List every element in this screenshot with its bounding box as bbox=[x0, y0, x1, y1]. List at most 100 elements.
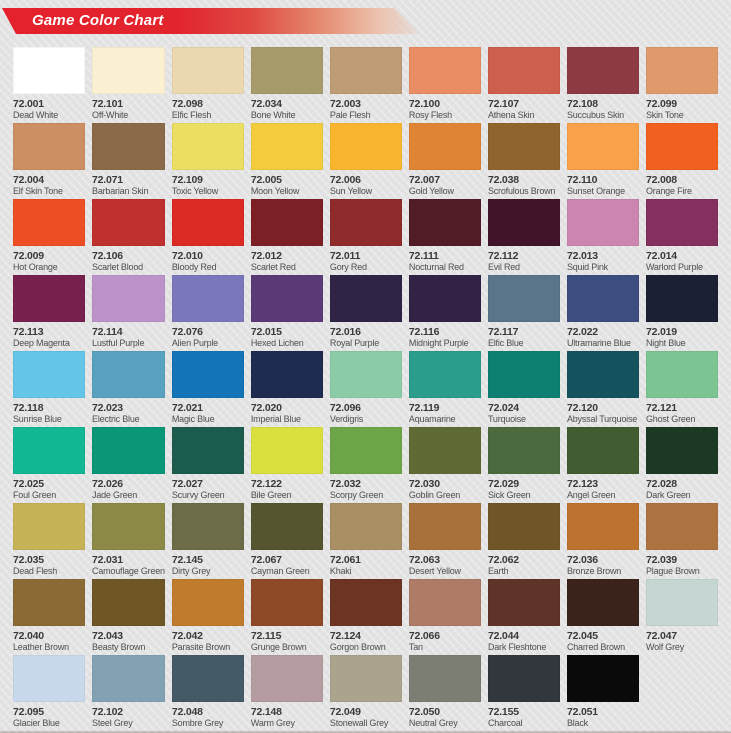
swatch-name: Ultramarine Blue bbox=[566, 338, 631, 349]
swatch-cell: 72.076 Alien Purple bbox=[171, 275, 244, 351]
swatch-cell: 72.014 Warlord Purple bbox=[645, 199, 718, 275]
swatch-code: 72.008 bbox=[645, 174, 677, 186]
swatch-code: 72.031 bbox=[92, 554, 123, 566]
color-swatch bbox=[92, 427, 165, 474]
swatch-name: Bloody Red bbox=[171, 262, 217, 273]
color-swatch bbox=[329, 655, 402, 702]
color-swatch bbox=[408, 275, 481, 322]
swatch-code: 72.117 bbox=[487, 326, 519, 338]
color-swatch bbox=[250, 655, 323, 702]
swatch-name: Camouflage Green bbox=[92, 566, 165, 577]
swatch-name: Magic Blue bbox=[171, 414, 215, 425]
swatch-name: Moon Yellow bbox=[250, 186, 300, 197]
swatch-cell: 72.111 Nocturnal Red bbox=[408, 199, 481, 275]
swatch-cell: 72.001 Dead White bbox=[13, 47, 86, 123]
color-swatch bbox=[329, 427, 402, 474]
color-swatch bbox=[487, 579, 560, 626]
swatch-cell: 72.051 Black bbox=[566, 655, 639, 731]
color-swatch bbox=[408, 427, 481, 474]
color-swatch bbox=[645, 351, 718, 398]
color-swatch bbox=[250, 199, 323, 246]
swatch-cell: 72.026 Jade Green bbox=[92, 427, 165, 503]
swatch-code: 72.010 bbox=[171, 250, 203, 262]
swatch-code: 72.063 bbox=[408, 554, 440, 566]
swatch-code: 72.062 bbox=[487, 554, 519, 566]
swatch-code: 72.101 bbox=[92, 98, 123, 110]
swatch-name: Wolf Grey bbox=[645, 642, 685, 653]
color-swatch bbox=[566, 579, 639, 626]
color-swatch bbox=[329, 579, 402, 626]
swatch-name: Neutral Grey bbox=[408, 718, 458, 729]
swatch-name: Elf Skin Tone bbox=[13, 186, 63, 197]
color-swatch bbox=[171, 199, 244, 246]
swatch-cell: 72.067 Cayman Green bbox=[250, 503, 323, 579]
color-swatch bbox=[645, 579, 718, 626]
swatch-name: Bile Green bbox=[250, 490, 292, 501]
swatch-name: Hexed Lichen bbox=[250, 338, 304, 349]
swatch-code: 72.100 bbox=[408, 98, 440, 110]
swatch-code: 72.019 bbox=[645, 326, 677, 338]
swatch-name: Nocturnal Red bbox=[408, 262, 464, 273]
swatch-code: 72.096 bbox=[329, 402, 361, 414]
swatch-code: 72.110 bbox=[566, 174, 598, 186]
swatch-cell: 72.098 Elfic Flesh bbox=[171, 47, 244, 123]
color-swatch bbox=[92, 275, 165, 322]
swatch-name: Stonewall Grey bbox=[329, 718, 389, 729]
swatch-code: 72.003 bbox=[329, 98, 361, 110]
swatch-name: Dead Flesh bbox=[13, 566, 58, 577]
color-swatch bbox=[408, 579, 481, 626]
swatch-cell: 72.048 Sombre Grey bbox=[171, 655, 244, 731]
color-swatch bbox=[13, 199, 86, 246]
color-swatch bbox=[92, 123, 165, 170]
swatch-name: Midnight Purple bbox=[408, 338, 469, 349]
swatch-name: Evil Red bbox=[487, 262, 520, 273]
color-swatch bbox=[171, 47, 244, 94]
swatch-code: 72.121 bbox=[645, 402, 677, 414]
color-swatch bbox=[250, 47, 323, 94]
swatch-name: Leather Brown bbox=[13, 642, 69, 653]
swatch-cell: 72.100 Rosy Flesh bbox=[408, 47, 481, 123]
color-swatch bbox=[408, 199, 481, 246]
swatch-name: Lustful Purple bbox=[92, 338, 145, 349]
color-swatch bbox=[250, 579, 323, 626]
swatch-code: 72.029 bbox=[487, 478, 519, 490]
swatch-cell: 72.027 Scurvy Green bbox=[171, 427, 244, 503]
swatch-name: Royal Purple bbox=[329, 338, 380, 349]
swatch-cell: 72.066 Tan bbox=[408, 579, 481, 655]
color-swatch bbox=[13, 579, 86, 626]
swatch-cell: 72.007 Gold Yellow bbox=[408, 123, 481, 199]
swatch-code: 72.071 bbox=[92, 174, 123, 186]
swatch-name: Imperial Blue bbox=[250, 414, 301, 425]
swatch-name: Bone White bbox=[250, 110, 296, 121]
swatch-name: Gorgon Brown bbox=[329, 642, 386, 653]
swatch-code: 72.124 bbox=[329, 630, 361, 642]
swatch-cell: 72.013 Squid Pink bbox=[566, 199, 639, 275]
color-swatch bbox=[13, 275, 86, 322]
swatch-cell: 72.025 Foul Green bbox=[13, 427, 86, 503]
swatch-name: Charcoal bbox=[487, 718, 523, 729]
swatch-name: Steel Grey bbox=[92, 718, 133, 729]
swatch-cell: 72.050 Neutral Grey bbox=[408, 655, 481, 731]
swatch-code: 72.112 bbox=[487, 250, 519, 262]
swatch-name: Off-White bbox=[92, 110, 129, 121]
color-swatch bbox=[645, 275, 718, 322]
swatch-cell: 72.108 Succubus Skin bbox=[566, 47, 639, 123]
swatch-code: 72.048 bbox=[171, 706, 203, 718]
color-swatch bbox=[645, 199, 718, 246]
swatch-name: Toxic Yellow bbox=[171, 186, 218, 197]
swatch-name: Night Blue bbox=[645, 338, 686, 349]
color-swatch bbox=[566, 275, 639, 322]
swatch-name: Jade Green bbox=[92, 490, 138, 501]
swatch-code: 72.042 bbox=[171, 630, 203, 642]
swatch-code: 72.067 bbox=[250, 554, 282, 566]
swatch-cell: 72.107 Athena Skin bbox=[487, 47, 560, 123]
color-swatch bbox=[92, 351, 165, 398]
color-swatch bbox=[487, 427, 560, 474]
color-swatch bbox=[171, 351, 244, 398]
swatch-code: 72.007 bbox=[408, 174, 440, 186]
swatch-cell: 72.019 Night Blue bbox=[645, 275, 718, 351]
swatch-name: Aquamarine bbox=[408, 414, 456, 425]
swatch-code: 72.032 bbox=[329, 478, 361, 490]
swatch-code: 72.123 bbox=[566, 478, 598, 490]
swatch-code: 72.061 bbox=[329, 554, 361, 566]
